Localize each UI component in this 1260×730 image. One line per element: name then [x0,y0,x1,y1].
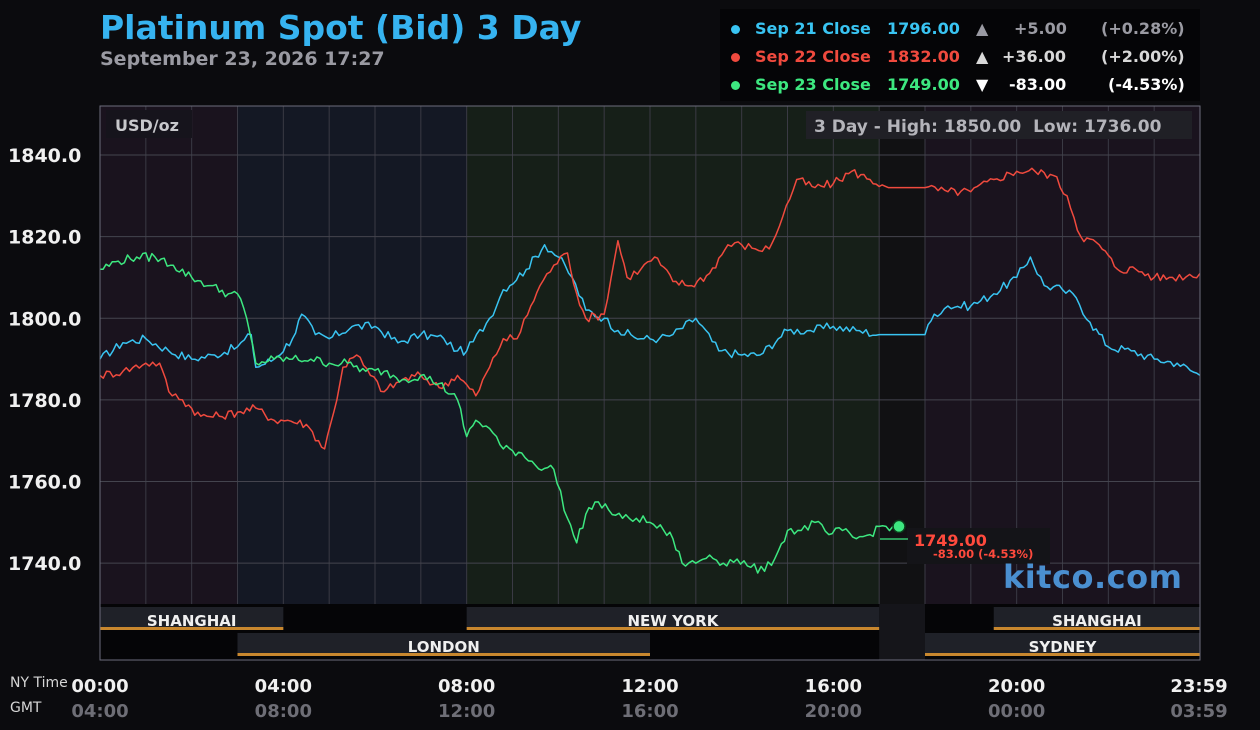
legend-dot-sep21 [731,25,740,34]
x-tick-gmt: 12:00 [438,701,495,722]
x-tick-gmt: 20:00 [805,701,862,722]
legend-change-sep21: +5.00 [1014,19,1067,38]
session-box [100,607,284,629]
x-tick-gmt: 16:00 [621,701,678,722]
legend-dot-sep23 [731,81,740,90]
high-low-box [806,111,1192,139]
legend-percent-sep23: (-4.53%) [1108,75,1185,94]
legend-label-sep23: Sep 23 Close [755,75,871,94]
legend-percent-sep22: (+2.00%) [1101,47,1185,66]
session-underline [925,653,1200,656]
x-tick-gmt: 03:59 [1170,701,1227,722]
session-underline [237,653,650,656]
x-tick-ny: 08:00 [438,676,495,697]
session-label: NEW YORK [628,612,720,630]
last-price-value: 1749.00 [914,531,987,550]
high-low-label: 3 Day - High: 1850.00 Low: 1736.00 [814,117,1162,137]
series-line-sep-21 [99,244,1201,377]
unit-label: USD/oz [115,116,179,135]
session-label: SYDNEY [1029,638,1098,656]
session-underline [993,627,1200,630]
x-tick-ny: 16:00 [805,676,862,697]
ny-time-label: NY Time [10,675,68,691]
legend-dot-sep22 [731,53,740,62]
session-box [237,633,650,655]
plot-frame [99,105,1201,661]
y-tick-label: 1740.0 [8,553,81,575]
session-label: LONDON [408,638,480,656]
session-underline [100,627,284,630]
y-axis-labels: 1740.0 1760.0 1780.0 1800.0 1820.0 1840.0 [8,145,81,575]
x-axis-labels: 00:00 04:00 04:00 08:00 08:00 12:00 12:00 16:00… [71,676,1227,722]
legend-arrow-sep23: ▼ [976,75,989,94]
last-price-box [907,528,1050,564]
legend-arrow-sep21: ▲ [976,19,989,38]
session-label: SHANGHAI [147,612,237,630]
x-tick-gmt: 08:00 [255,701,312,722]
x-tick-gmt: 00:00 [988,701,1045,722]
session-band [100,106,238,660]
session-box [993,607,1200,629]
price-lines [99,167,1201,574]
y-tick-label: 1800.0 [8,308,81,330]
legend-percent-sep21: (+0.28%) [1101,19,1185,38]
session-label: SHANGHAI [1052,612,1142,630]
y-tick-label: 1780.0 [8,390,81,412]
legend-value-sep22: 1832.00 [887,47,960,66]
chart-subtitle: September 23, 2026 17:27 [100,48,385,70]
y-tick-label: 1840.0 [8,145,81,167]
x-tick-ny: 20:00 [988,676,1045,697]
chart-title: Platinum Spot (Bid) 3 Day [100,8,582,47]
session-underline [466,627,880,630]
unit-label-box [106,110,192,138]
session-band [237,106,467,660]
x-tick-ny: 12:00 [621,676,678,697]
last-price-marker-group: 1749.00 -83.00 (-4.53%) [880,519,1050,564]
session-box [466,607,880,629]
legend-change-sep23: -83.00 [1009,75,1067,94]
last-price-change: -83.00 (-4.53%) [933,547,1033,561]
session-band [879,106,925,660]
y-tick-label: 1820.0 [8,227,81,249]
legend-box: Sep 21 Close 1796.00 ▲ +5.00 (+0.28%) Se… [720,9,1200,101]
session-band [466,106,880,660]
legend-value-sep21: 1796.00 [887,19,960,38]
x-tick-ny: 00:00 [71,676,128,697]
series-line-sep-23 [99,252,894,574]
legend-change-sep22: +36.00 [1002,47,1067,66]
x-tick-ny: 04:00 [255,676,312,697]
legend-arrow-sep22: ▲ [976,47,989,66]
y-tick-label: 1760.0 [8,472,81,494]
legend-label-sep22: Sep 22 Close [755,47,871,66]
x-tick-gmt: 04:00 [71,701,128,722]
gmt-label: GMT [10,700,42,716]
x-tick-ny: 23:59 [1170,676,1227,697]
session-box [925,633,1200,655]
kitco-logo: kitco.com [1003,558,1183,596]
legend-label-sep21: Sep 21 Close [755,19,871,38]
last-price-marker [892,519,906,534]
chart-overlays: USD/oz 3 Day - High: 1850.00 Low: 1736.0… [106,110,1192,139]
session-gap [879,604,925,660]
market-sessions: SHANGHAI NEW YORK SHANGHAI LONDON SYDNEY [100,604,1200,660]
legend-value-sep23: 1749.00 [887,75,960,94]
series-line-sep-22 [99,167,1201,450]
